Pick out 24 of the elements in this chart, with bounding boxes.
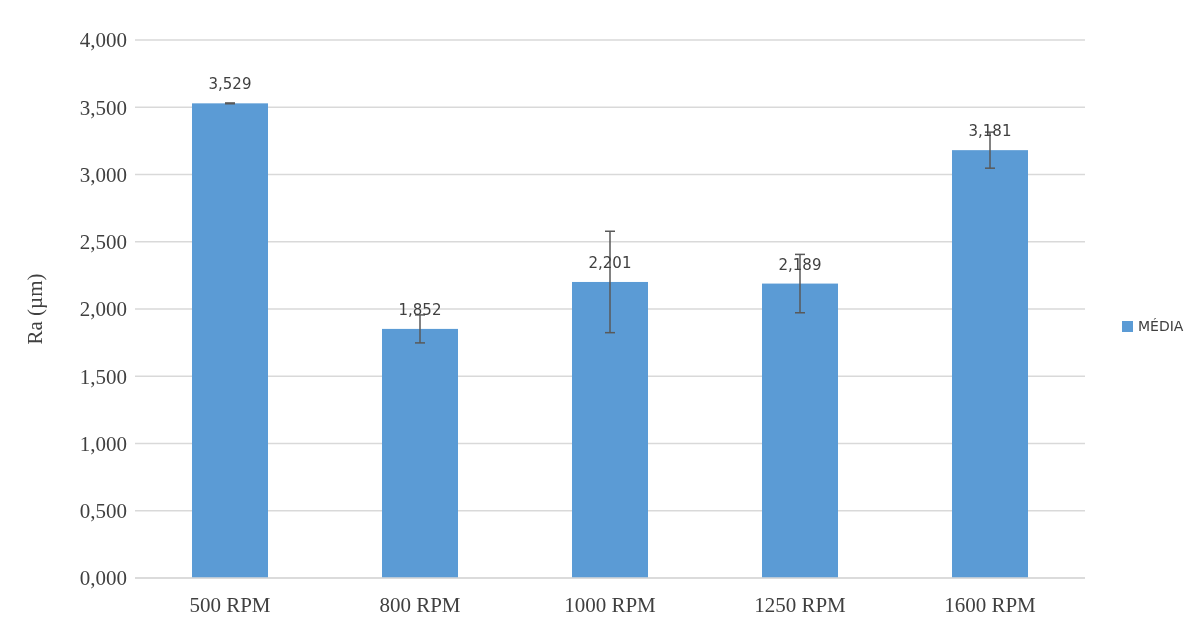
y-tick-label: 2,500 (79, 230, 127, 255)
bar (192, 103, 268, 578)
x-tick-label: 500 RPM (189, 593, 271, 617)
bar (762, 283, 838, 578)
y-tick-label: 3,500 (79, 95, 127, 120)
x-tick-label: 1600 RPM (944, 593, 1037, 617)
bar (572, 281, 648, 578)
bar (382, 328, 458, 578)
bar (952, 150, 1028, 578)
y-tick-label: 1,000 (79, 431, 127, 456)
x-tick-label: 800 RPM (379, 593, 461, 617)
legend-label: MÉDIA (1138, 318, 1184, 334)
data-label: 3,529 (208, 75, 252, 94)
y-tick-label: 2,000 (79, 297, 127, 322)
y-tick-label: 0,000 (79, 566, 127, 591)
y-tick-label: 0,500 (79, 499, 127, 524)
data-label: 1,852 (398, 300, 442, 319)
y-tick-label: 4,000 (79, 28, 127, 53)
y-axis-title: Ra (µm) (23, 273, 47, 345)
data-label: 3,181 (968, 122, 1012, 141)
x-tick-label: 1000 RPM (564, 593, 657, 617)
y-tick-label: 1,500 (79, 364, 127, 389)
y-tick-label: 3,000 (79, 162, 127, 187)
x-tick-label: 1250 RPM (754, 593, 847, 617)
